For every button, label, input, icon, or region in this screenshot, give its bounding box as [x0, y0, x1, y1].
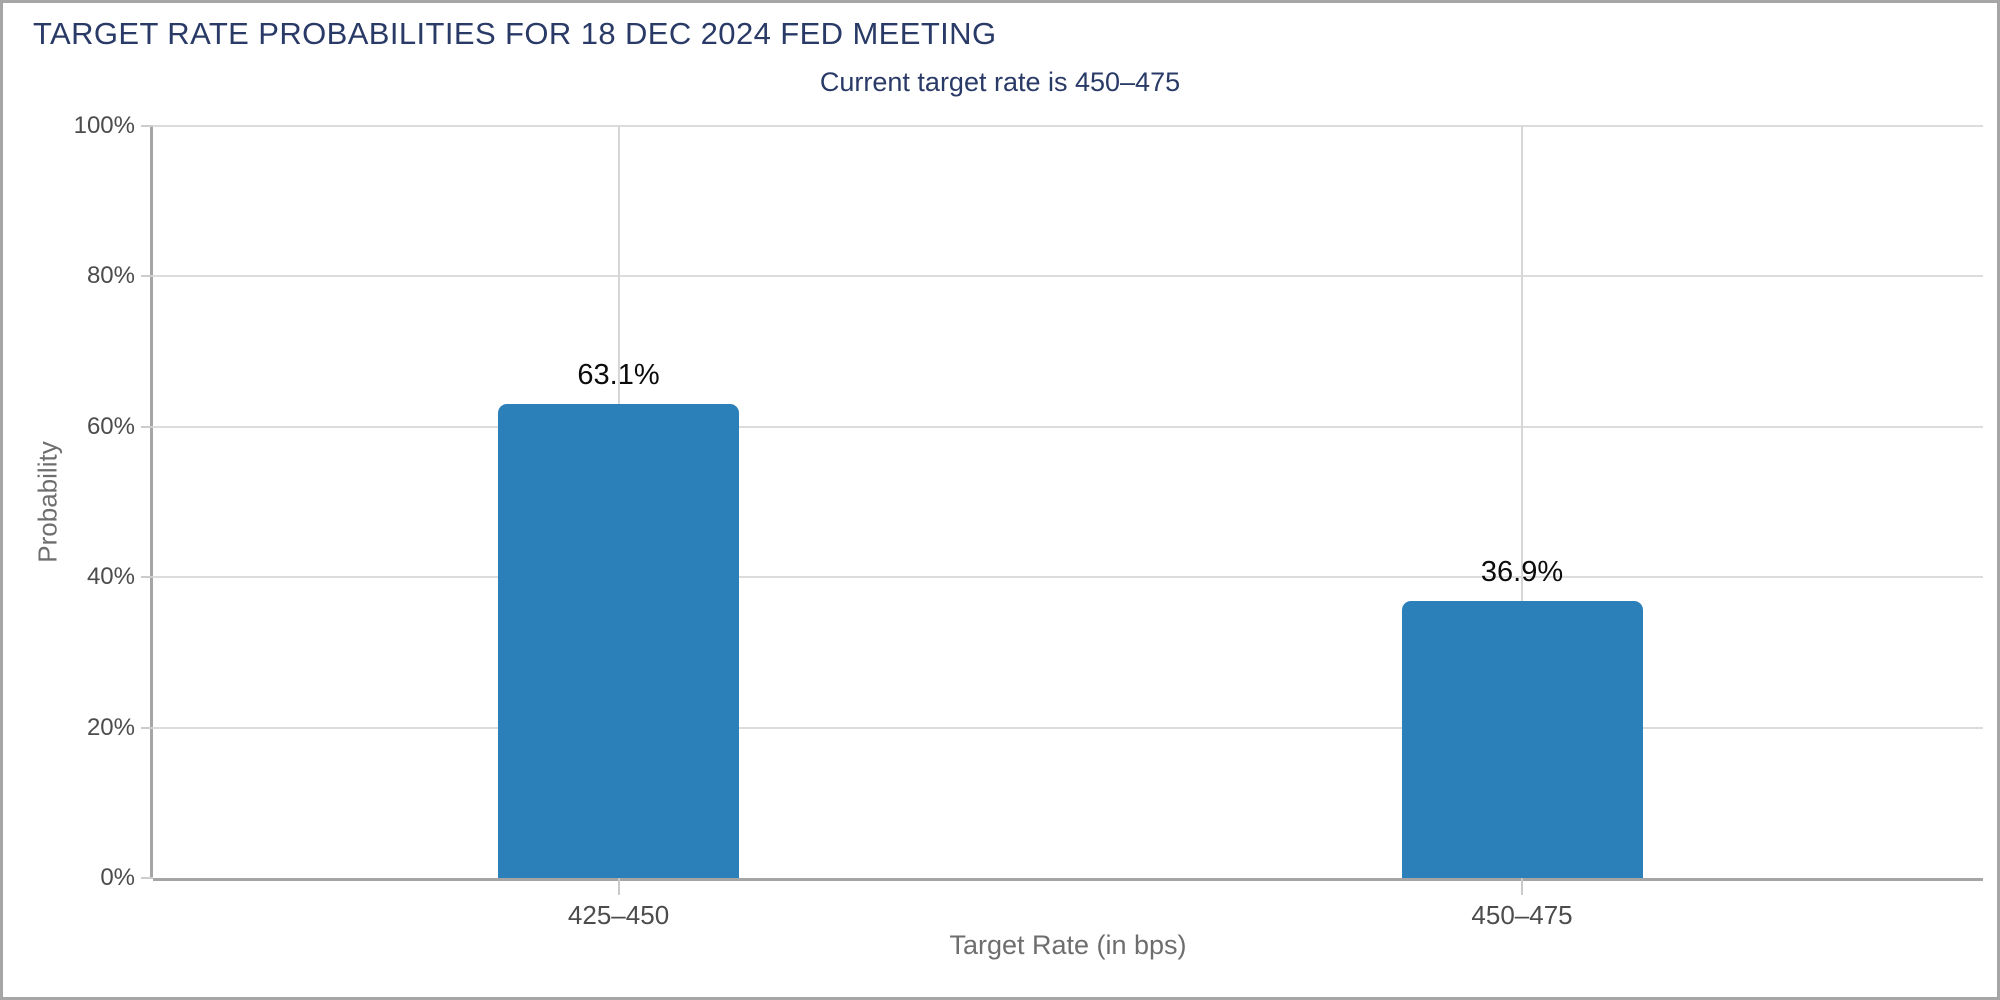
x-tick-mark	[1521, 878, 1524, 895]
chart-title: TARGET RATE PROBABILITIES FOR 18 DEC 202…	[33, 16, 997, 51]
x-axis-title: Target Rate (in bps)	[949, 930, 1187, 960]
x-axis-line	[153, 878, 1983, 881]
y-axis-title: Probability	[32, 441, 63, 563]
y-tick-mark	[141, 275, 153, 278]
y-tick-mark	[141, 726, 153, 729]
x-tick-label: 450–475	[1471, 900, 1573, 930]
probability-bar[interactable]	[498, 403, 740, 878]
y-grid-line	[153, 275, 1983, 278]
y-tick-mark	[141, 877, 153, 879]
y-grid-line	[153, 125, 1983, 127]
y-grid-line	[153, 425, 1983, 428]
y-tick-label: 60%	[86, 412, 135, 440]
y-tick-label: 0%	[100, 864, 135, 891]
bar-value-label: 36.9%	[1480, 555, 1564, 588]
plot-area: 0% 20% 40% 60% 80% 100% 63.1% 425–450 36.9% 450–4…	[74, 112, 1983, 930]
chart-subtitle: Current target rate is 450–475	[819, 67, 1181, 97]
y-tick-label: 40%	[86, 563, 135, 591]
y-grid-line	[153, 576, 1983, 579]
x-tick-mark	[617, 878, 620, 895]
y-tick-mark	[141, 425, 153, 428]
y-tick-label: 80%	[86, 262, 135, 290]
x-tick-label: 425–450	[567, 900, 670, 930]
y-tick-label: 100%	[73, 112, 135, 139]
x-grid-line	[1521, 126, 1524, 878]
y-axis-line	[150, 126, 153, 878]
bar-value-label: 63.1%	[577, 358, 660, 391]
y-tick-mark	[141, 576, 153, 579]
y-tick-label: 20%	[86, 713, 135, 741]
y-grid-line	[153, 726, 1983, 729]
probability-bar[interactable]	[1401, 600, 1643, 878]
y-tick-mark	[141, 125, 153, 127]
